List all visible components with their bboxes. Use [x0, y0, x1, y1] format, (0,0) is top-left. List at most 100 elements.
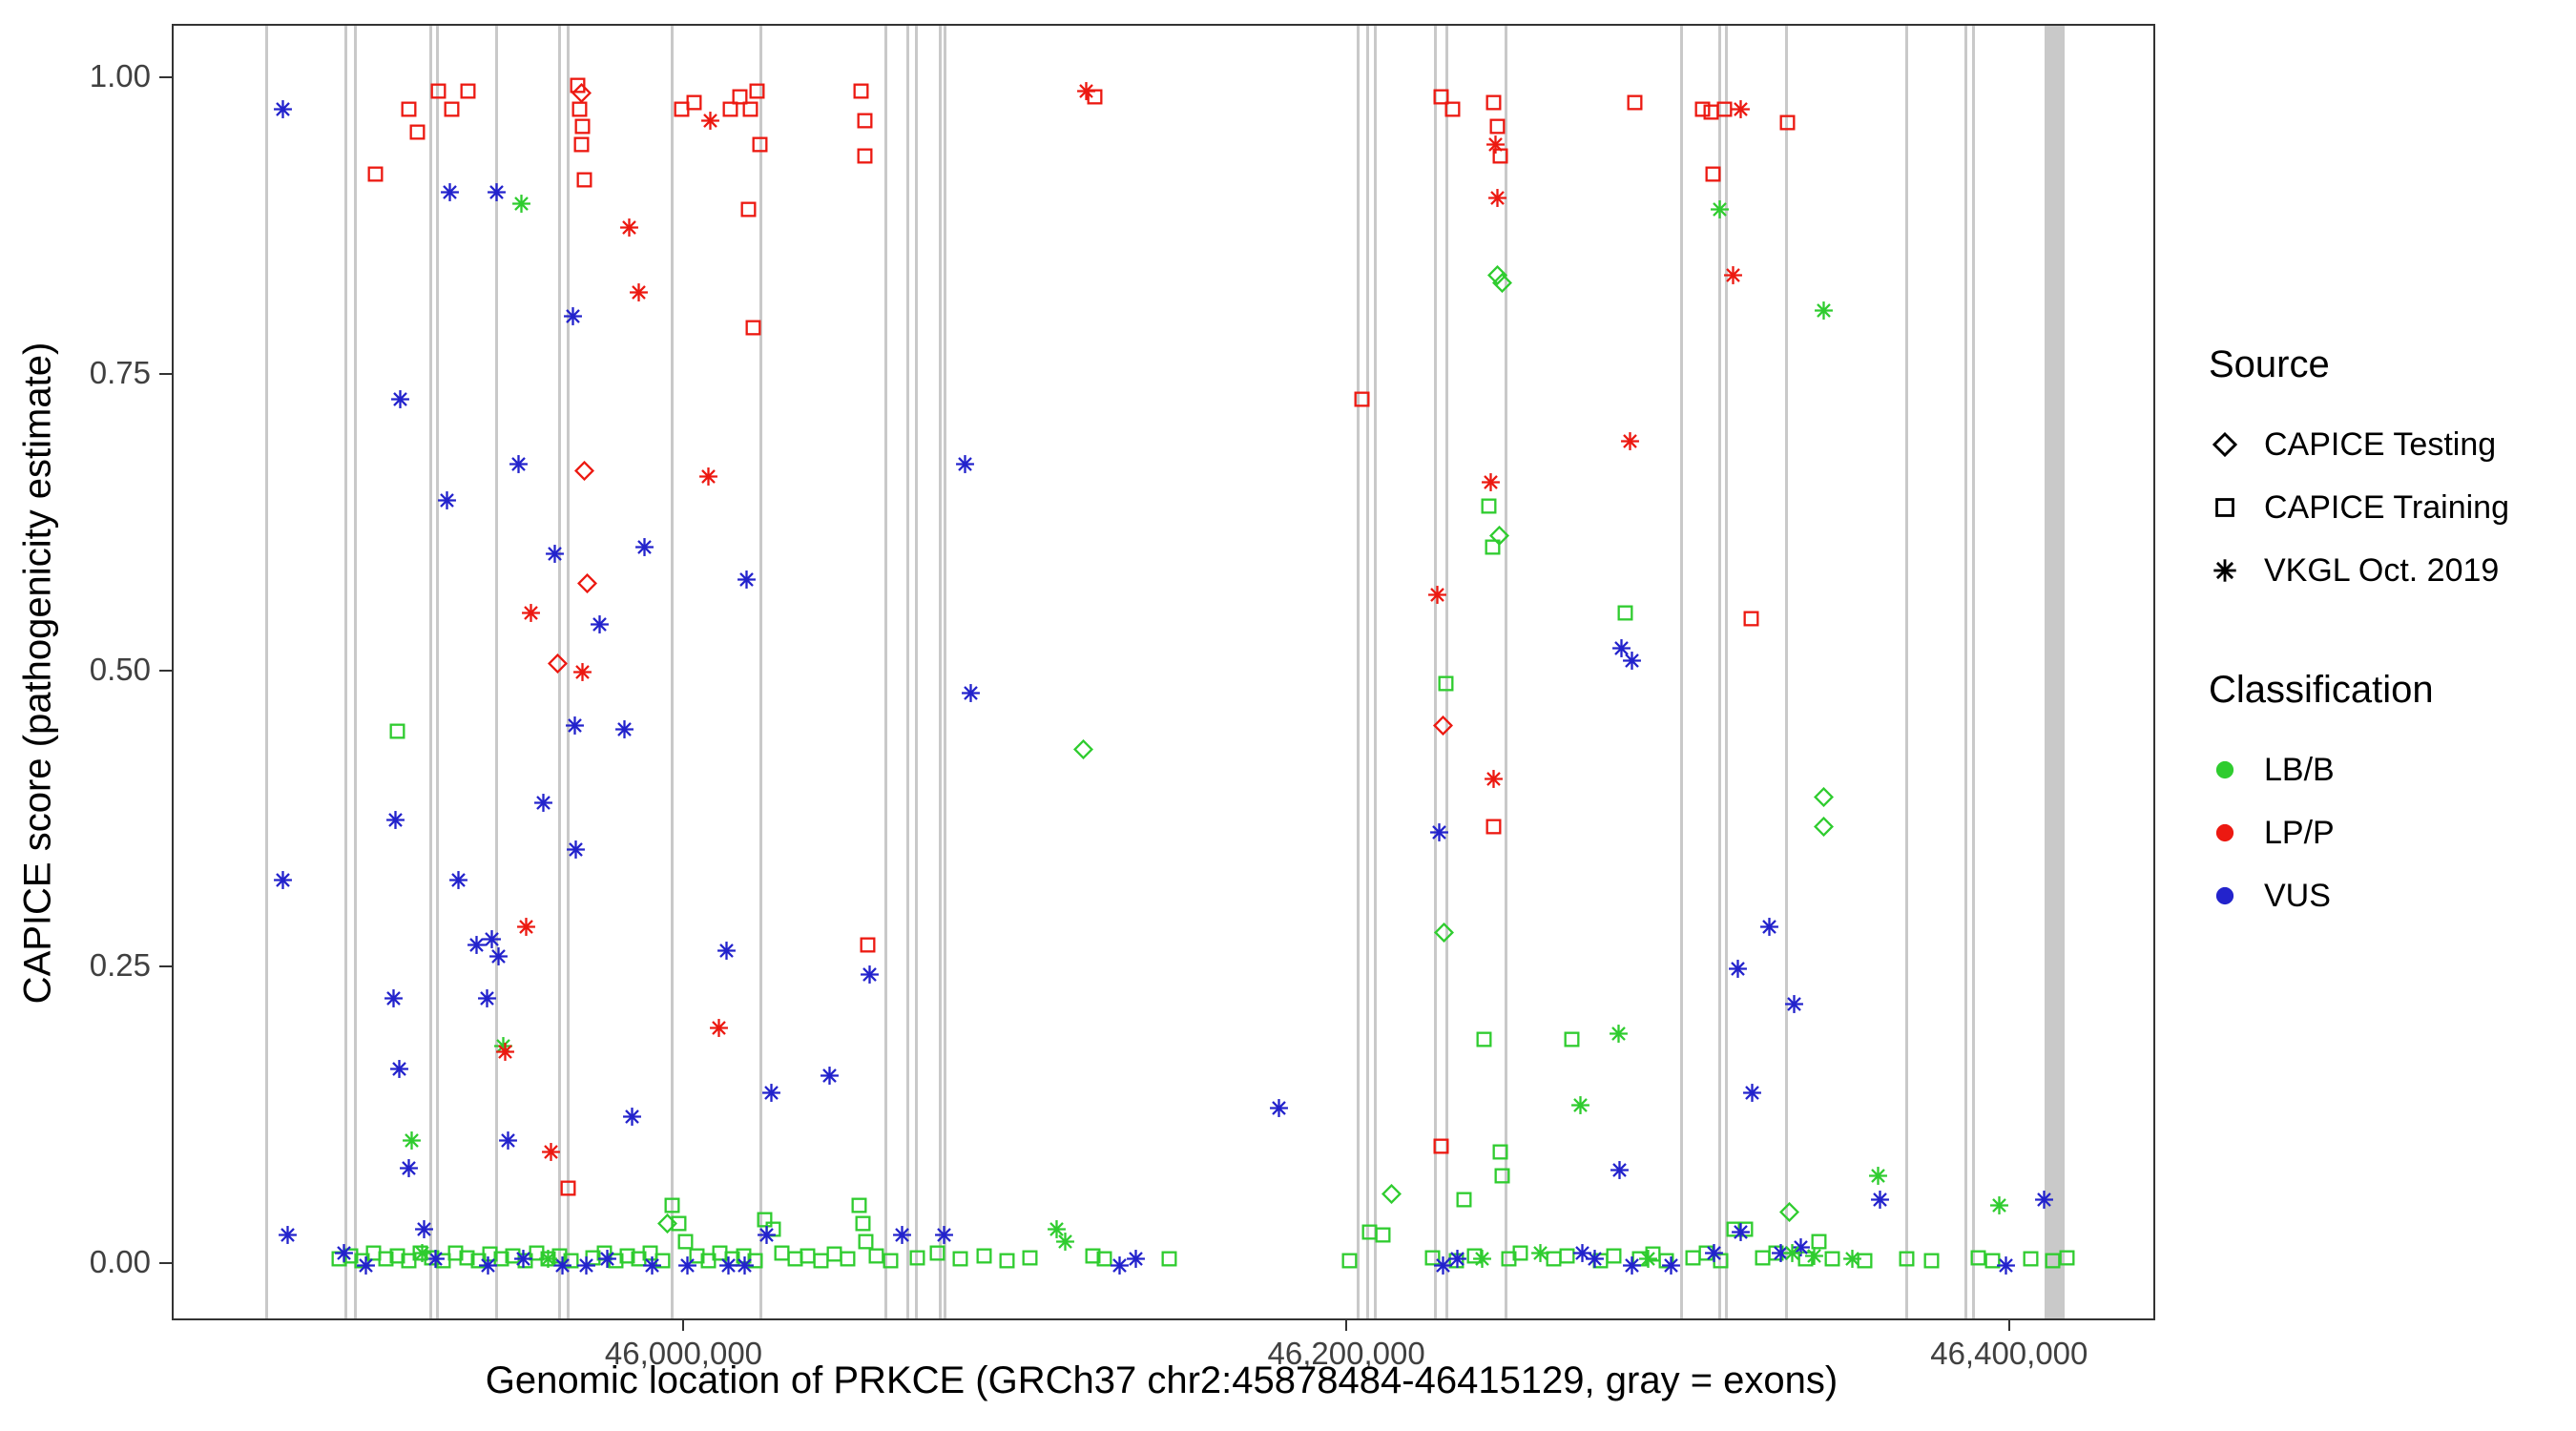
data-point: [642, 1255, 662, 1280]
data-point: [1996, 1255, 2016, 1280]
data-point: [565, 716, 585, 740]
exon-bar: [558, 26, 562, 1318]
data-point: [1085, 87, 1105, 112]
x-tick-label: 46,000,000: [604, 1336, 763, 1371]
exon-bar: [943, 26, 946, 1318]
x-tick-mark: [1345, 1318, 1348, 1331]
data-point: [1479, 496, 1499, 521]
data-point: [709, 1018, 729, 1043]
data-point: [407, 122, 427, 147]
data-point: [1431, 1136, 1451, 1161]
data-point: [566, 840, 586, 864]
data-point: [622, 1107, 642, 1131]
data-point: [2034, 1190, 2054, 1214]
exon-bar: [758, 26, 762, 1318]
data-point: [1431, 87, 1451, 112]
data-point: [491, 1249, 511, 1274]
data-point: [1443, 99, 1463, 124]
legend-source-entry: VKGL Oct. 2019: [2209, 539, 2571, 602]
data-point: [385, 810, 405, 835]
data-point: [1490, 1142, 1510, 1167]
data-point: [384, 988, 404, 1013]
data-point: [521, 603, 541, 628]
data-point: [1814, 301, 1834, 325]
data-point: [961, 683, 981, 708]
data-point: [399, 99, 419, 124]
data-point: [1714, 99, 1735, 124]
data-point: [440, 182, 460, 207]
data-point: [577, 572, 598, 598]
data-point: [402, 1130, 422, 1155]
data-point: [545, 544, 565, 569]
data-point: [1842, 1249, 1862, 1274]
data-point: [1557, 1246, 1577, 1271]
data-point: [856, 1232, 876, 1256]
legend-classification-entry: LP/P: [2209, 801, 2571, 864]
data-point: [853, 1213, 873, 1238]
data-point: [1020, 1248, 1040, 1273]
data-point: [718, 1255, 738, 1280]
data-point: [576, 1255, 596, 1280]
data-point: [1638, 1249, 1658, 1274]
data-point: [1814, 816, 1835, 841]
data-point: [634, 537, 654, 562]
data-point: [1083, 1246, 1103, 1271]
data-point: [558, 1178, 578, 1203]
data-point: [740, 99, 760, 124]
data-point: [1434, 923, 1455, 947]
data-point: [1661, 1255, 1681, 1280]
data-point: [1703, 164, 1723, 189]
dot-icon: [2209, 817, 2241, 849]
data-point: [590, 614, 610, 639]
data-point: [1604, 1246, 1624, 1271]
data-point: [669, 1213, 689, 1238]
data-point: [738, 199, 758, 224]
data-point: [1490, 146, 1510, 171]
data-point: [1710, 199, 1730, 224]
y-tick-label: 0.75: [89, 354, 151, 390]
data-point: [1620, 431, 1640, 456]
data-point: [1809, 1232, 1829, 1256]
exon-bar: [567, 26, 571, 1318]
plot-panel: [172, 24, 2155, 1320]
data-point: [997, 1251, 1017, 1275]
data-point: [1989, 1195, 2009, 1220]
legend-classification-title: Classification: [2209, 669, 2434, 711]
data-point: [376, 1249, 396, 1274]
data-point: [737, 570, 757, 594]
y-tick-label: 1.00: [89, 57, 151, 93]
data-point: [574, 170, 594, 195]
data-point: [907, 1248, 927, 1273]
data-point: [1723, 265, 1743, 290]
data-point: [1094, 1249, 1114, 1274]
data-point: [387, 721, 407, 746]
data-point: [698, 467, 718, 491]
data-point: [1741, 609, 1761, 633]
legend-entry-label: LB/B: [2264, 751, 2335, 788]
exon-bar: [1357, 26, 1361, 1318]
data-point: [614, 719, 634, 744]
data-point: [1585, 1249, 1605, 1274]
exon-bar: [915, 26, 919, 1318]
data-point: [1483, 537, 1503, 562]
legend-source-title: Source: [2209, 343, 2330, 385]
x-axis-title: Genomic location of PRKCE (GRCh37 chr2:4…: [485, 1359, 1839, 1401]
data-point: [1432, 715, 1453, 740]
data-point: [1510, 1243, 1530, 1268]
x-tick-label: 46,200,000: [1267, 1336, 1425, 1371]
data-point: [1822, 1249, 1842, 1274]
data-point: [571, 135, 592, 159]
x-tick-label: 46,400,000: [1930, 1336, 2088, 1371]
data-point: [467, 935, 487, 960]
y-tick-label: 0.25: [89, 947, 151, 984]
legend: Source CAPICE Testing CAPICE Training VKGL…: [2209, 343, 2571, 927]
data-point: [687, 1246, 707, 1271]
data-point: [750, 135, 770, 159]
data-point: [273, 870, 293, 895]
exon-bar: [265, 26, 269, 1318]
exon-bar: [1718, 26, 1721, 1318]
data-point: [1269, 1098, 1289, 1123]
data-point: [511, 194, 531, 218]
data-point: [730, 87, 750, 112]
data-point: [1728, 959, 1748, 984]
